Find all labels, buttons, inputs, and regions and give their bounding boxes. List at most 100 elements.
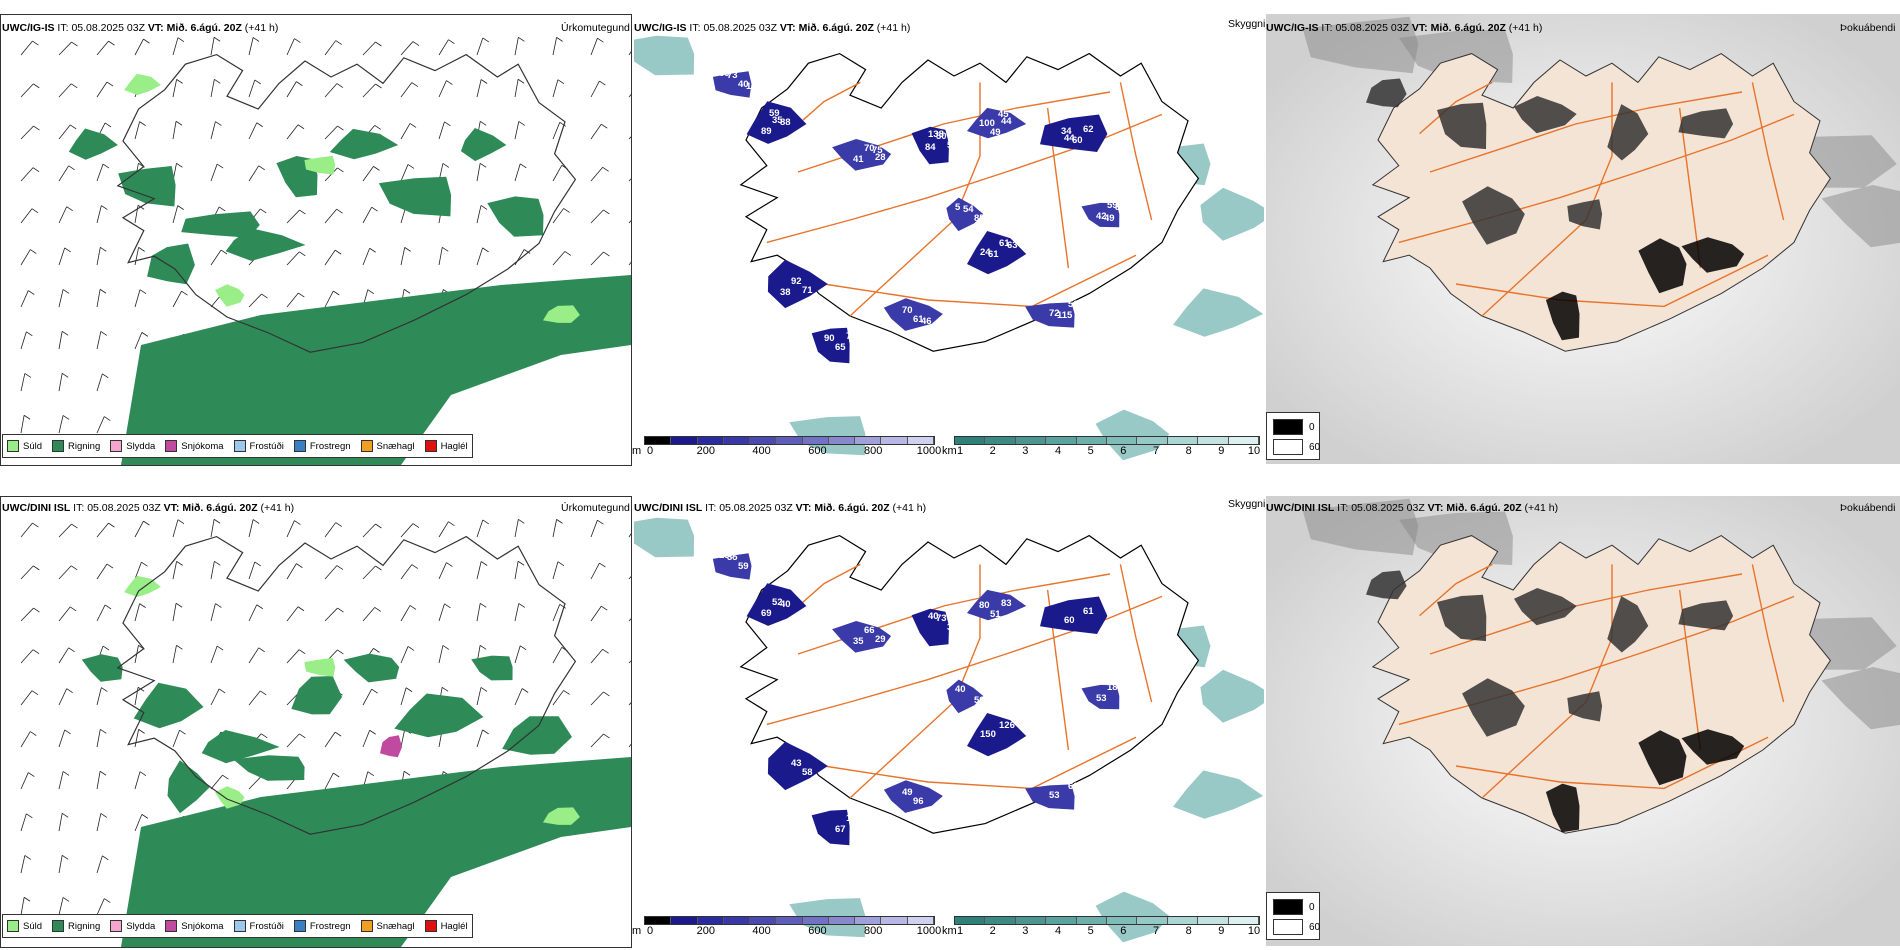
fog-index-legend-1: 0 60	[1266, 412, 1320, 460]
colorbar-tick-label: 2	[989, 925, 996, 937]
fog-legend-label: 0	[1309, 421, 1315, 433]
rain-cell	[201, 730, 280, 764]
ceiling-visibility-panel-dini: 138 52 29 40 83 60 180 150 96 19 53 58 40 59 69 66 39 51 6…	[634, 496, 1264, 946]
fog-index-map	[1266, 496, 1900, 946]
legend-swatch	[52, 920, 65, 932]
colorbar-tick-label: 10	[1247, 445, 1261, 457]
legend-item: Haglél	[424, 920, 468, 932]
legend-item: Súld	[7, 920, 42, 932]
iceland-coastline	[116, 53, 577, 353]
legend-label: Slydda	[126, 920, 156, 932]
rain-cell	[68, 128, 118, 160]
fog-area	[1681, 729, 1745, 765]
legend-label: Frostúði	[249, 920, 284, 932]
legend-swatch	[7, 920, 19, 932]
legend-swatch	[233, 920, 246, 932]
low-ceiling-area	[832, 621, 892, 653]
fog-area-sea	[1302, 498, 1419, 556]
drizzle-cell	[215, 284, 245, 307]
colorbar-tick-label: 0	[646, 925, 654, 937]
colorbar-segment	[1046, 917, 1077, 924]
low-ceiling-area	[1081, 684, 1120, 710]
fog-area	[1462, 186, 1525, 245]
fog-index-legend-2: 0 60	[1266, 892, 1320, 940]
low-ceiling-area	[746, 101, 807, 144]
colorbar-segment	[723, 437, 751, 444]
ceiling-value-label: 59	[1107, 200, 1118, 211]
fog-area	[1514, 96, 1577, 134]
colorbar-segment	[907, 917, 934, 924]
ceiling-value-label: 56	[947, 140, 958, 151]
fog-legend-item: 60	[1273, 439, 1320, 455]
ceiling-value-label: 83	[1001, 598, 1012, 609]
drizzle-cell	[124, 73, 161, 95]
colorbar-tick-label: 600	[808, 925, 827, 937]
ceiling-value-label: 138	[719, 550, 735, 561]
legend-swatch	[165, 440, 178, 452]
iceland-coastline	[739, 52, 1200, 352]
colorbar-strip	[644, 916, 935, 925]
fog-area	[1678, 600, 1734, 631]
legend-item: Rigning	[52, 920, 100, 932]
fog-area	[1514, 588, 1577, 626]
ceiling-value-label: 61	[1083, 606, 1094, 617]
low-visibility-area	[1173, 288, 1264, 337]
ceiling-value-label: 41	[853, 154, 864, 165]
ceiling-colorbar-2: m 0 200 400 600 800 1000	[632, 916, 941, 938]
ceiling-value-label: 88	[780, 117, 791, 128]
legend-label: Slydda	[126, 440, 156, 452]
ceiling-value-label: 150	[980, 729, 996, 740]
colorbar-tick-label: 6	[1120, 925, 1127, 937]
colorbar-segment	[985, 437, 1016, 444]
legend-swatch	[110, 920, 123, 932]
colorbar-segment	[828, 437, 856, 444]
low-visibility-area	[1200, 669, 1264, 723]
low-ceiling-area	[746, 583, 807, 626]
drizzle-cell	[543, 807, 580, 825]
colorbar-segment	[855, 437, 882, 444]
ceiling-value-label: 35	[772, 115, 783, 126]
ceiling-value-label: 62	[1083, 124, 1094, 135]
legend-item: Snæhagl	[360, 440, 415, 452]
ceiling-value-label: 44	[1001, 116, 1012, 127]
colorbar-strip	[954, 916, 1260, 925]
header-igis-ceiling: UWC/IG-IS IT: 05.08.2025 03Z VT: Mið. 6.…	[634, 22, 911, 34]
fog-legend-item: 0	[1273, 419, 1315, 435]
legend-label: Snjókoma	[181, 920, 224, 932]
ceiling-value-label: 19	[846, 813, 857, 824]
ceiling-value-label: 52	[772, 597, 783, 608]
legend-item: Rigning	[52, 440, 100, 452]
ceiling-value-label: 24	[980, 247, 991, 258]
iceland-coastline	[116, 535, 577, 835]
colorbar-segment	[697, 437, 724, 444]
ceiling-value-label: 71	[802, 285, 813, 296]
colorbar-segment	[1228, 917, 1260, 924]
colorbar-tick-label: 3	[1022, 445, 1029, 457]
fog-area	[1607, 596, 1649, 653]
colorbar-tick-label: 400	[752, 445, 771, 457]
colorbar-tick-label: 4	[1054, 925, 1062, 937]
visibility-colorbar-1: km 1 2 3 4 5 6 7 8 9 10	[942, 436, 1262, 458]
ceiling-value-label: 65	[835, 342, 846, 353]
ceiling-value-label: 90	[824, 333, 835, 344]
rain-cell	[378, 176, 452, 217]
low-ceiling-area	[1025, 784, 1075, 810]
low-visibility-area	[1173, 770, 1264, 819]
colorbar-segment	[955, 437, 986, 444]
low-ceiling-area	[712, 553, 752, 580]
colorbar-tick-label: 1	[956, 445, 964, 457]
colorbar-tick-label: 6	[1120, 445, 1127, 457]
ceiling-value-label: 38	[780, 287, 791, 298]
colorbar-tick-label: 600	[808, 445, 827, 457]
fog-legend-swatch	[1273, 919, 1303, 935]
colorbar-tick-label: 8	[1185, 925, 1192, 937]
ceiling-value-label: 29	[875, 634, 886, 645]
colorbar-segment	[671, 917, 698, 924]
header-igis-fog: UWC/IG-IS IT: 05.08.2025 03Z VT: Mið. 6.…	[1266, 22, 1543, 34]
low-visibility-area	[1095, 409, 1170, 461]
ceiling-value-label: 34	[1061, 126, 1072, 137]
colorbar-segment	[1107, 437, 1138, 444]
ceiling-value-label: 49	[902, 787, 913, 798]
ceiling-value-label: 50	[1068, 299, 1079, 310]
legend-item: Snjókoma	[165, 440, 224, 452]
